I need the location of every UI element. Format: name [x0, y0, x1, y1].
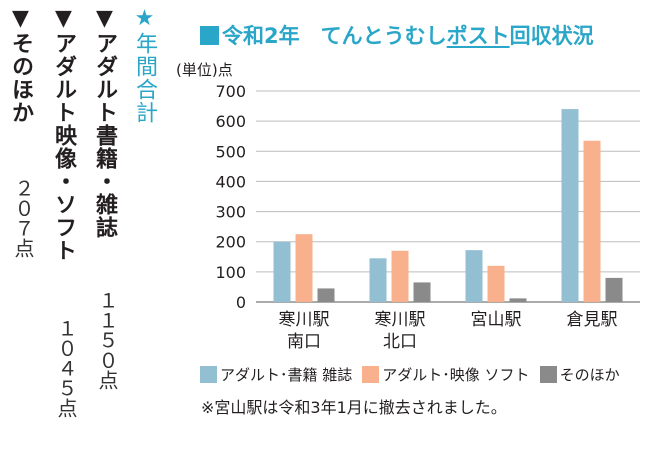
video-value: １０４５点 [54, 318, 78, 418]
chart-title: 令和2年 てんとうむしポスト回収状況 [200, 20, 594, 50]
category-label: 寒川駅 [279, 310, 330, 330]
bar [583, 140, 601, 302]
books-label: ▼アダルト書籍・雑誌 [92, 6, 117, 239]
y-axis-label: (単位)点 [176, 61, 233, 79]
y-tick-label: 600 [215, 112, 246, 131]
bar [369, 258, 387, 302]
title-underlined: ポスト [446, 24, 510, 48]
bar [465, 250, 483, 302]
bar [317, 288, 335, 302]
bar [295, 234, 313, 302]
bar [487, 265, 505, 302]
y-tick-label: 100 [215, 263, 246, 282]
category-label: 南口 [287, 332, 321, 352]
legend-swatch [362, 366, 380, 383]
bar [605, 277, 623, 302]
category-label: 寒川駅 [375, 310, 426, 330]
category-label: 倉見駅 [567, 310, 618, 330]
category-label: 宮山駅 [471, 310, 522, 330]
bar [509, 298, 527, 302]
y-tick-label: 700 [215, 82, 246, 101]
bar [413, 282, 431, 302]
legend-label: アダルト･書籍 雑誌 [220, 366, 353, 384]
category-label: 北口 [383, 332, 417, 352]
other-label: ▼そのほか [8, 6, 33, 124]
title-suffix: 回収状況 [509, 24, 594, 48]
other-value: ２０７点 [11, 178, 35, 258]
legend-swatch [200, 366, 217, 383]
legend-label: アダルト･映像 ソフト [382, 366, 530, 384]
y-tick-label: 0 [236, 293, 246, 312]
y-tick-label: 200 [215, 233, 246, 252]
bar [561, 109, 579, 302]
books-value: １１５０点 [95, 290, 119, 390]
y-tick-label: 300 [215, 203, 246, 222]
annual-total-heading: ★年間合計 [132, 6, 157, 124]
title-prefix: 令和2年 てんとうむし [222, 24, 447, 48]
title-square-icon [200, 26, 219, 45]
legend-item-books: アダルト･書籍 雑誌 [200, 364, 352, 385]
legend-label: そのほか [559, 366, 620, 384]
bar [391, 250, 409, 302]
video-label: ▼アダルト映像・ソフト [51, 6, 76, 262]
legend-swatch [539, 366, 557, 383]
chart-legend: アダルト･書籍 雑誌 アダルト･映像 ソフト そのほか [200, 364, 630, 385]
y-tick-label: 500 [215, 142, 246, 161]
bar [273, 241, 291, 302]
legend-item-other: そのほか [539, 364, 620, 385]
removal-note: ※宮山駅は令和3年1月に撤去されました。 [201, 398, 507, 417]
legend-item-video: アダルト･映像 ソフト [362, 364, 530, 385]
y-tick-label: 400 [215, 172, 246, 191]
